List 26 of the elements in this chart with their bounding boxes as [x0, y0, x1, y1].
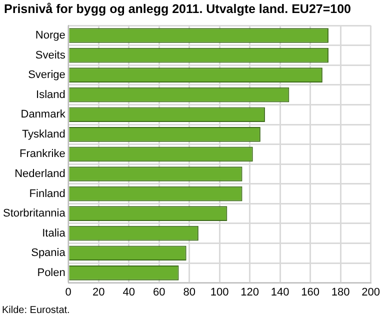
x-tick-label: 200: [362, 286, 380, 298]
y-tick-label: Norge: [35, 30, 66, 42]
text: Kilde: Eurostat.: [2, 305, 70, 316]
x-tick-label: 0: [65, 286, 72, 298]
x-tick-label: 100: [210, 286, 229, 298]
x-tick-label: 120: [240, 286, 260, 298]
y-tick-label: Storbritannia: [2, 208, 66, 220]
y-tick-label: Frankrike: [20, 148, 66, 160]
x-tick-label: 20: [92, 286, 105, 298]
y-tick-label: Island: [36, 88, 66, 101]
y-tick-label: Spania: [31, 247, 66, 260]
y-tick-label: Nederland: [14, 168, 66, 180]
y-tick-label: Sverige: [28, 69, 66, 82]
x-tick-label: 160: [301, 286, 320, 298]
y-tick-label: Finland: [29, 188, 66, 200]
y-tick-label: Sveits: [35, 49, 66, 62]
chart-title: Prisnivå for bygg og anlegg 2011. Utvalgte land. EU27=100: [4, 2, 351, 16]
x-tick-label: 180: [331, 286, 350, 298]
y-tick-label: Italia: [42, 227, 66, 240]
y-tick-label: Danmark: [20, 108, 66, 121]
x-tick-label: 80: [183, 286, 196, 298]
x-tick-label: 60: [152, 286, 166, 298]
x-tick-label: 140: [270, 286, 290, 298]
y-tick-label: Polen: [37, 266, 66, 279]
y-tick-label: Tyskland: [22, 128, 66, 140]
x-tick-label: 40: [122, 286, 135, 298]
